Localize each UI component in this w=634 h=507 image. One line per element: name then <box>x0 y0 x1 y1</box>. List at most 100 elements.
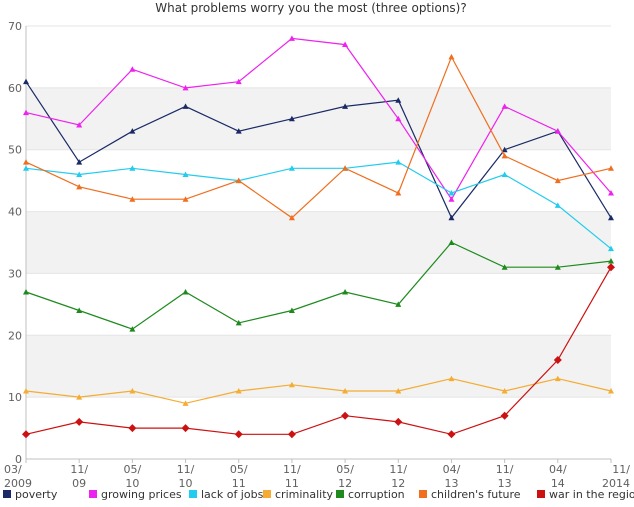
data-point <box>608 387 614 394</box>
series-line <box>25 81 612 219</box>
x-tick-label: 04/ <box>549 463 567 476</box>
y-tick-label: 70 <box>8 20 22 33</box>
data-point <box>341 411 350 420</box>
legend-label: war in the region <box>549 488 634 501</box>
series-criminality <box>23 375 614 406</box>
data-point <box>23 109 29 116</box>
data-point <box>23 288 29 295</box>
series-group <box>22 35 615 439</box>
data-point <box>288 307 295 314</box>
series-children-s-future <box>23 53 614 221</box>
x-tick-label: 11 <box>232 477 246 490</box>
data-point <box>553 356 562 365</box>
y-tick-label: 50 <box>8 144 22 157</box>
data-point <box>182 84 189 91</box>
data-point <box>342 288 349 295</box>
legend-item[interactable]: corruption <box>336 488 405 501</box>
data-point <box>182 288 189 295</box>
legend-item[interactable]: children's future <box>419 488 521 501</box>
x-tick-label: 03/ <box>4 463 22 476</box>
plot-bands <box>26 87 611 398</box>
data-point <box>22 430 30 439</box>
legend-item[interactable]: war in the region <box>537 488 634 501</box>
data-point <box>288 381 295 388</box>
x-tick-label: 11/ <box>177 463 195 476</box>
data-point <box>501 171 508 177</box>
legend[interactable]: poverty growing prices lack of jobs crimina… <box>3 488 634 501</box>
data-point <box>288 165 295 171</box>
data-point <box>182 196 189 202</box>
data-point <box>235 128 242 134</box>
data-point <box>448 53 455 60</box>
x-tick-label: 2009 <box>4 477 32 490</box>
data-point <box>448 190 455 196</box>
series-corruption <box>23 239 614 332</box>
data-point <box>448 239 455 245</box>
data-point <box>76 121 83 128</box>
data-point <box>501 264 508 270</box>
data-point <box>23 387 29 394</box>
data-point <box>554 375 561 382</box>
legend-swatch <box>263 490 271 498</box>
data-point <box>554 264 561 270</box>
data-point <box>235 78 242 85</box>
data-point <box>182 103 189 109</box>
x-tick-label: 14 <box>551 477 565 490</box>
data-point <box>395 97 402 103</box>
data-point <box>607 263 615 272</box>
series-line <box>25 241 612 330</box>
series-poverty <box>23 78 614 221</box>
x-tick-label: 11/ <box>612 463 630 476</box>
data-point <box>500 411 509 420</box>
data-point <box>608 258 614 264</box>
x-tick-label: 05/ <box>124 463 142 476</box>
data-point <box>554 177 561 184</box>
data-point <box>395 115 402 122</box>
x-tick-label: 13 <box>444 477 458 490</box>
data-point <box>342 165 349 171</box>
data-point <box>76 307 83 314</box>
y-tick-label: 20 <box>8 329 22 342</box>
legend-item[interactable]: growing prices <box>89 488 182 501</box>
legend-label: growing prices <box>101 488 182 501</box>
series-line <box>25 55 612 219</box>
series-war-in-the-region <box>22 263 615 439</box>
data-point <box>129 196 136 202</box>
data-point <box>608 214 614 221</box>
data-point <box>129 165 136 171</box>
legend-label: lack of jobs <box>201 488 264 501</box>
legend-swatch <box>3 490 11 498</box>
legend-swatch <box>89 490 97 498</box>
data-point <box>447 430 456 439</box>
data-point <box>608 190 614 196</box>
x-tick-label: 11 <box>285 477 299 490</box>
legend-item[interactable]: poverty <box>3 488 58 501</box>
data-point <box>608 165 614 171</box>
legend-item[interactable]: criminality <box>263 488 334 501</box>
data-point <box>342 103 349 109</box>
data-point <box>394 417 403 426</box>
chart-title: What problems worry you the most (three … <box>155 1 466 15</box>
series-line <box>25 161 612 250</box>
y-tick-label: 0 <box>15 453 22 466</box>
grid-lines <box>25 25 611 460</box>
x-tick-label: 05/ <box>336 463 354 476</box>
legend-label: poverty <box>15 488 58 501</box>
data-point <box>288 115 295 122</box>
data-point <box>395 159 402 165</box>
data-point <box>129 387 136 394</box>
legend-label: corruption <box>348 488 405 501</box>
series-line <box>25 37 612 201</box>
data-point <box>76 171 83 177</box>
data-point <box>23 159 29 165</box>
legend-swatch <box>537 490 545 498</box>
series-line <box>25 377 612 404</box>
legend-swatch <box>189 490 197 498</box>
data-point <box>501 152 508 159</box>
data-point <box>235 177 242 184</box>
y-tick-label: 40 <box>8 206 22 219</box>
data-point <box>234 430 243 439</box>
legend-item[interactable]: lack of jobs <box>189 488 264 501</box>
data-point <box>288 35 295 41</box>
